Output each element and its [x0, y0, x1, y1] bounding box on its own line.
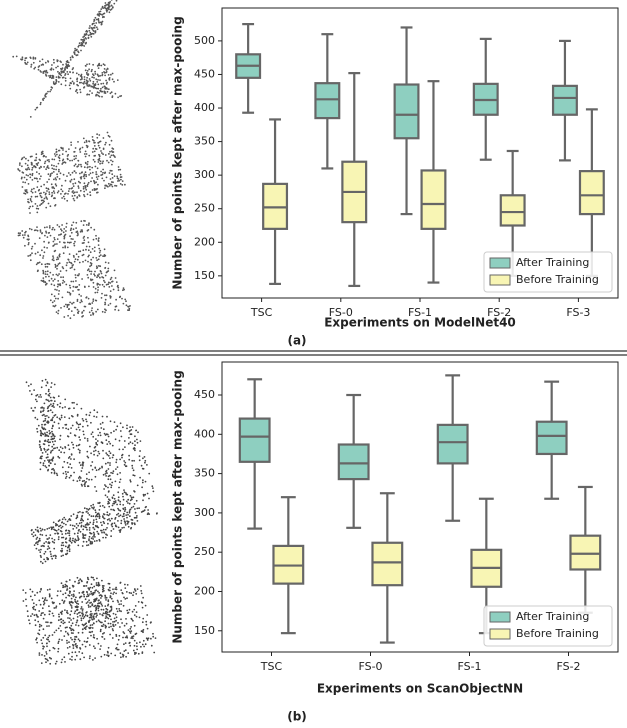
box [315, 83, 339, 118]
y-axis-label: Number of points kept after max-pooing [171, 370, 185, 643]
y-tick-label: 200 [194, 235, 215, 248]
y-tick-label: 400 [194, 427, 215, 440]
y-tick-label: 400 [194, 101, 215, 114]
x-tick-label: FS-2 [487, 306, 511, 319]
legend-label: After Training [516, 610, 589, 623]
point-cloud [17, 132, 126, 214]
y-tick-label: 250 [194, 202, 215, 215]
box [395, 85, 419, 139]
y-tick-label: 150 [194, 269, 215, 282]
y-axis-label: Number of points kept after max-pooing [171, 16, 185, 289]
y-tick-label: 200 [194, 584, 215, 597]
y-tick-label: 450 [194, 388, 215, 401]
legend-swatch [490, 275, 510, 285]
box [553, 86, 577, 115]
x-tick-label: FS-1 [408, 306, 432, 319]
caption: (b) [287, 710, 307, 724]
box [537, 422, 567, 454]
legend-label: Before Training [516, 627, 599, 640]
legend-label: After Training [516, 256, 589, 269]
figure: 150 200 250 300 350 400 450 500 Number of points… [0, 0, 627, 728]
legend-label: Before Training [516, 273, 599, 286]
x-tick-label: TSC [260, 660, 283, 673]
box [501, 195, 525, 225]
y-tick-label: 250 [194, 545, 215, 558]
box [570, 536, 600, 570]
point-cloud [22, 582, 156, 665]
caption: (a) [287, 334, 306, 348]
point-cloud [30, 0, 178, 118]
y-tick-label: 500 [194, 34, 215, 47]
box [580, 171, 604, 214]
box [372, 543, 402, 585]
box [240, 419, 270, 462]
x-tick-label: FS-0 [329, 306, 353, 319]
y-tick-label: 450 [194, 67, 215, 80]
point-cloud [26, 381, 158, 515]
box [339, 445, 369, 480]
x-tick-label: FS-2 [556, 660, 580, 673]
x-axis-label: Experiments on ScanObjectNN [317, 682, 523, 696]
y-tick-label: 300 [194, 168, 215, 181]
x-tick-label: FS-0 [358, 660, 382, 673]
legend-swatch [490, 629, 510, 639]
legend-swatch [490, 612, 510, 622]
box [422, 170, 446, 228]
x-tick-label: FS-3 [566, 306, 590, 319]
x-tick-label: FS-1 [457, 660, 481, 673]
point-cloud [31, 491, 139, 564]
y-tick-label: 300 [194, 506, 215, 519]
point-cloud [18, 220, 131, 319]
y-tick-label: 350 [194, 467, 215, 480]
y-tick-label: 350 [194, 135, 215, 148]
x-tick-label: TSC [250, 306, 273, 319]
legend-swatch [490, 258, 510, 268]
y-tick-label: 150 [194, 624, 215, 637]
point-cloud [72, 63, 119, 89]
box [438, 425, 468, 464]
